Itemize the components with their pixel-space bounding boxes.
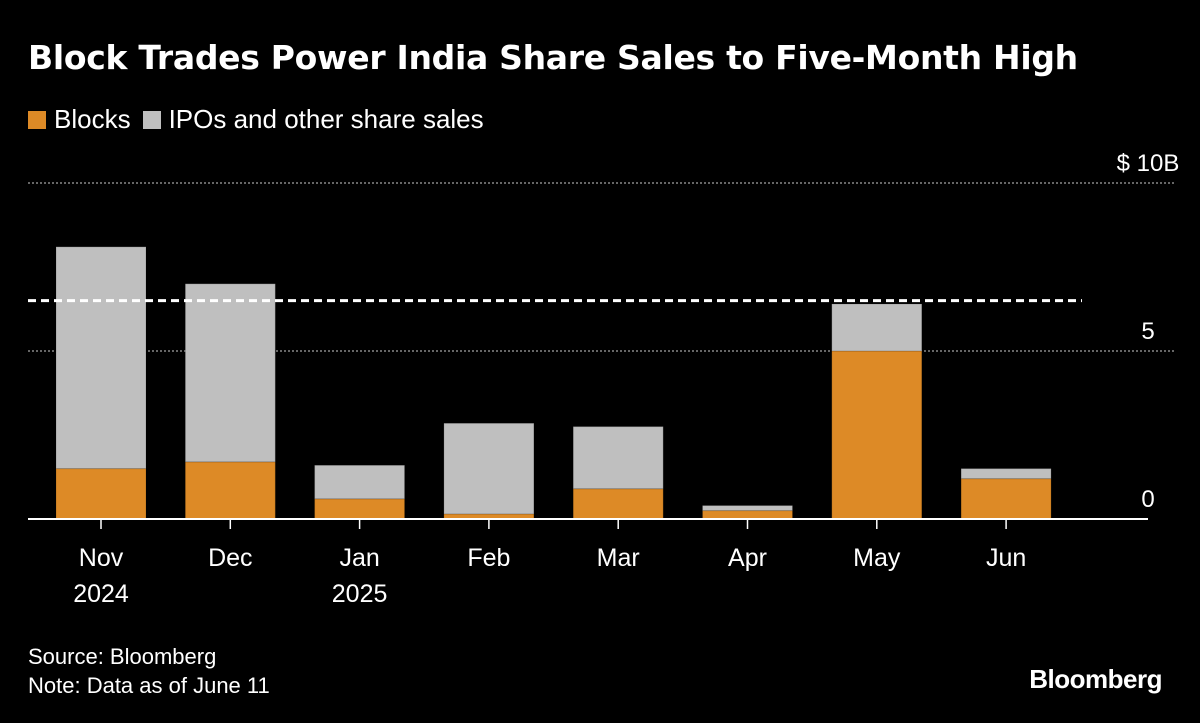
chart-title: Block Trades Power India Share Sales to … [28,38,1078,77]
bar-blocks [55,468,147,520]
source-text: Source: Bloomberg [28,644,217,669]
y-tick-label: $ 10B [1117,150,1180,177]
bar-ipos [702,505,793,512]
x-tick-label: May [853,544,901,572]
chart-plot: $ 10B 5 0 Nov 2024 Dec Jan 2025 Feb Mar Apr May Jun [28,150,1180,608]
x-tick-label: 2025 [332,580,388,608]
y-tick-label: 0 [1141,486,1154,513]
bar-ipos [960,468,1052,480]
bar-ipos [314,464,406,500]
note-text: Note: Data as of June 11 [28,673,270,698]
legend-swatch-ipos [142,110,161,129]
bar-blocks [702,510,793,520]
x-tick-label: 2024 [73,580,129,608]
x-tick-label: Nov [79,544,124,572]
bloomberg-logo: Bloomberg [1029,664,1162,694]
legend-label: IPOs and other share sales [168,104,484,134]
bar-blocks [184,461,276,520]
legend-swatch-blocks [28,110,46,129]
bar-ipos [55,246,147,470]
y-tick-label: 5 [1141,318,1154,345]
x-tick-label: Apr [728,544,767,572]
x-tick-label: Jan [339,544,379,572]
x-tick-label: Jun [986,544,1026,572]
bar-blocks [314,498,406,520]
legend: Blocks IPOs and other share sales [28,104,484,135]
bar-ipos [572,426,664,490]
bar-ipos [831,303,923,352]
bar-blocks [572,488,664,520]
bar-ipos [443,422,535,515]
x-tick-label: Dec [208,544,252,572]
x-tick-label: Feb [467,544,510,572]
legend-item-ipos: IPOs and other share sales [142,104,484,135]
legend-item-blocks: Blocks [28,104,131,135]
bar-blocks [831,350,923,520]
x-tick-label: Mar [597,544,640,572]
legend-label: Blocks [54,104,131,134]
bar-blocks [960,478,1052,520]
bar-ipos [184,283,276,463]
